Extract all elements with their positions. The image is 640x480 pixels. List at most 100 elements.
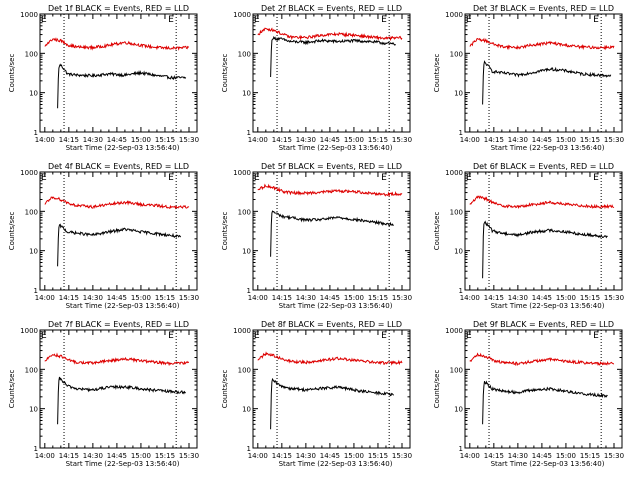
- y-axis-label: Counts/sec: [221, 370, 229, 409]
- x-tick-label: 15:30: [179, 452, 199, 460]
- y-axis-label: Counts/sec: [8, 54, 16, 93]
- y-tick-label: 1000: [233, 327, 251, 335]
- x-tick-label: 14:00: [460, 136, 480, 144]
- series-events-line: [270, 210, 394, 257]
- x-tick-label: 15:15: [155, 452, 175, 460]
- panel-title: Det 3f BLACK = Events, RED = LLD: [473, 4, 614, 13]
- y-tick-label: 1000: [445, 327, 463, 335]
- plot-frame: [464, 13, 623, 133]
- event-marker-label: E: [41, 173, 47, 183]
- x-tick-label: 14:00: [248, 294, 268, 302]
- x-axis-label: Start Time (22-Sep-03 13:56:40): [279, 144, 393, 152]
- x-tick-label: 14:15: [272, 294, 292, 302]
- x-tick-label: 15:30: [179, 136, 199, 144]
- x-tick-label: 14:30: [83, 452, 103, 460]
- x-tick-label: 14:45: [320, 294, 340, 302]
- x-tick-label: 15:15: [580, 136, 600, 144]
- x-tick-label: 15:15: [580, 294, 600, 302]
- x-tick-label: 14:15: [484, 294, 504, 302]
- y-tick-label: 10: [242, 90, 251, 98]
- panel-det-1f: Det 1f BLACK = Events, RED = LLD 1 10 100 10…: [8, 4, 199, 152]
- x-axis-label: Start Time (22-Sep-03 13:56:40): [279, 460, 393, 468]
- x-tick-label: 14:15: [484, 136, 504, 144]
- event-marker-label: E: [593, 173, 599, 183]
- panel-title: Det 9f BLACK = Events, RED = LLD: [473, 320, 614, 329]
- x-axis-label: Start Time (22-Sep-03 13:56:40): [491, 144, 605, 152]
- event-marker-label: E: [41, 331, 47, 341]
- x-tick-label: 15:30: [392, 136, 412, 144]
- event-marker-label: E: [381, 15, 387, 25]
- event-marker-label: E: [254, 15, 260, 25]
- series-events-line: [57, 376, 186, 425]
- y-tick-label: 1: [247, 129, 251, 137]
- y-tick-label: 1000: [20, 327, 38, 335]
- y-tick-label: 100: [25, 366, 38, 374]
- y-tick-label: 1: [247, 287, 251, 295]
- x-tick-label: 14:15: [272, 136, 292, 144]
- series-lld-line: [469, 37, 615, 51]
- x-tick-label: 14:45: [320, 136, 340, 144]
- panel-title: Det 8f BLACK = Events, RED = LLD: [261, 320, 402, 329]
- y-tick-label: 1: [459, 445, 463, 453]
- x-tick-label: 14:00: [35, 136, 55, 144]
- x-tick-label: 15:30: [179, 294, 199, 302]
- series-events-line: [270, 35, 396, 78]
- event-marker-label: E: [466, 331, 472, 341]
- x-tick-label: 14:45: [107, 294, 127, 302]
- y-tick-label: 100: [450, 208, 463, 216]
- x-tick-label: 14:45: [107, 452, 127, 460]
- series-events-line: [482, 220, 608, 279]
- x-tick-label: 14:45: [107, 136, 127, 144]
- x-tick-label: 14:30: [508, 136, 528, 144]
- plot-frame: [252, 171, 411, 291]
- y-tick-label: 1000: [445, 169, 463, 177]
- y-axis-label: Counts/sec: [433, 54, 441, 93]
- series-events-line: [482, 60, 612, 105]
- y-tick-label: 1000: [233, 169, 251, 177]
- series-lld-line: [44, 352, 189, 367]
- x-tick-label: 15:00: [131, 452, 151, 460]
- y-tick-label: 10: [454, 248, 463, 256]
- x-tick-label: 14:00: [460, 452, 480, 460]
- panel-det-6f: Det 6f BLACK = Events, RED = LLD 1 10 100 10…: [433, 162, 624, 310]
- panel-title: Det 2f BLACK = Events, RED = LLD: [261, 4, 402, 13]
- plot-frame: [464, 329, 623, 449]
- panel-det-8f: Det 8f BLACK = Events, RED = LLD 1 10 100 10…: [221, 320, 412, 468]
- y-axis-label: Counts/sec: [433, 370, 441, 409]
- event-marker-label: E: [593, 15, 599, 25]
- x-tick-label: 15:15: [580, 452, 600, 460]
- x-tick-label: 14:45: [320, 452, 340, 460]
- series-lld-line: [44, 196, 190, 210]
- x-tick-label: 14:15: [59, 294, 79, 302]
- x-tick-label: 15:00: [556, 294, 576, 302]
- y-axis-label: Counts/sec: [221, 212, 229, 251]
- y-tick-label: 1: [247, 445, 251, 453]
- x-tick-label: 15:15: [155, 136, 175, 144]
- series-lld-line: [257, 183, 403, 198]
- x-tick-label: 15:00: [344, 294, 364, 302]
- series-lld-line: [469, 195, 615, 210]
- y-tick-label: 1000: [445, 11, 463, 19]
- panel-det-2f: Det 2f BLACK = Events, RED = LLD 1 10 100 10…: [221, 4, 412, 152]
- event-marker-label: E: [381, 173, 387, 183]
- y-tick-label: 10: [29, 90, 38, 98]
- y-tick-label: 10: [454, 90, 463, 98]
- y-tick-label: 100: [238, 208, 251, 216]
- x-tick-label: 14:30: [508, 452, 528, 460]
- x-tick-label: 15:30: [604, 452, 624, 460]
- panel-title: Det 7f BLACK = Events, RED = LLD: [48, 320, 189, 329]
- x-axis-label: Start Time (22-Sep-03 13:56:40): [491, 302, 605, 310]
- event-marker-label: E: [381, 331, 387, 341]
- x-tick-label: 14:00: [460, 294, 480, 302]
- panel-det-5f: Det 5f BLACK = Events, RED = LLD 1 10 100 10…: [221, 162, 412, 310]
- x-axis-label: Start Time (22-Sep-03 13:56:40): [66, 460, 180, 468]
- plot-frame: [252, 13, 411, 133]
- x-tick-label: 14:30: [508, 294, 528, 302]
- y-axis-label: Counts/sec: [221, 54, 229, 93]
- x-tick-label: 14:30: [83, 136, 103, 144]
- plot-frame: [252, 329, 411, 449]
- y-axis-label: Counts/sec: [8, 212, 16, 251]
- y-tick-label: 10: [29, 406, 38, 414]
- event-marker-label: E: [254, 173, 260, 183]
